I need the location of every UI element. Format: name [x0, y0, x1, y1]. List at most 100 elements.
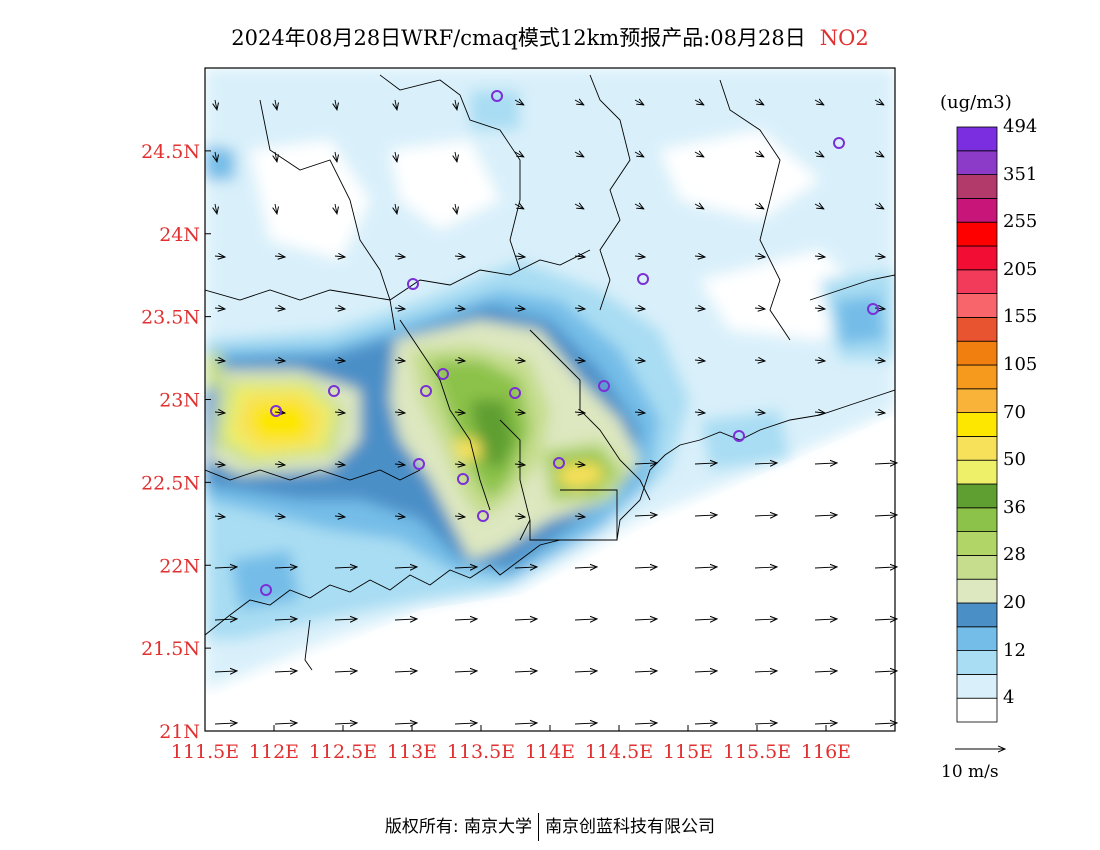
- wind-arrow: [634, 360, 645, 361]
- wind-arrow: [634, 100, 644, 105]
- wind-arrow: [814, 100, 824, 105]
- colorbar-swatch: [956, 150, 998, 176]
- wind-arrow: [394, 412, 405, 413]
- wind-arrow: [394, 360, 405, 361]
- wind-arrow: [334, 619, 357, 620]
- colorbar-swatch: [956, 316, 998, 342]
- colorbar-swatch: [956, 435, 998, 461]
- wind-arrow: [514, 619, 537, 620]
- wind-arrow: [394, 308, 405, 309]
- wind-arrow: [214, 256, 225, 257]
- footer-separator: [538, 813, 540, 841]
- wind-arrow: [634, 463, 657, 464]
- wind-arrow: [754, 619, 777, 620]
- colorbar-swatch: [956, 602, 998, 628]
- colorbar-swatch: [956, 626, 998, 651]
- colorbar-swatch: [956, 412, 998, 437]
- city-marker: [553, 457, 565, 469]
- city-marker: [833, 137, 845, 149]
- city-marker: [867, 303, 879, 315]
- wind-arrow: [694, 204, 704, 209]
- wind-arrow: [215, 99, 217, 110]
- wind-arrow: [634, 619, 657, 620]
- wind-arrow: [214, 360, 225, 361]
- wind-arrow: [814, 515, 837, 516]
- wind-arrow: [874, 515, 897, 516]
- city-marker: [457, 473, 469, 485]
- wind-arrow: [874, 360, 885, 361]
- colorbar-label: 255: [1003, 211, 1038, 233]
- wind-arrow: [634, 256, 645, 257]
- wind-arrow: [214, 671, 237, 672]
- wind-arrow: [394, 256, 405, 257]
- wind-arrow: [274, 360, 285, 361]
- wind-arrow: [395, 203, 397, 214]
- lat-label: 21.5N: [141, 638, 200, 660]
- wind-arrow: [694, 360, 705, 361]
- wind-arrow: [275, 203, 277, 214]
- colorbar-label: 28: [1003, 544, 1026, 566]
- wind-arrow: [574, 619, 597, 620]
- wind-arrow: [694, 619, 717, 620]
- wind-arrow: [814, 567, 837, 568]
- lon-label: 115E: [663, 741, 713, 763]
- wind-arrow: [634, 152, 644, 157]
- footer-left: 版权所有: 南京大学: [384, 817, 533, 837]
- lat-label: 22.5N: [141, 472, 200, 494]
- colorbar-swatch: [956, 340, 998, 366]
- colorbar-swatch: [956, 555, 998, 580]
- wind-arrow: [394, 516, 405, 517]
- wind-arrow: [754, 308, 765, 309]
- colorbar-swatch: [956, 459, 998, 485]
- wind-arrow: [454, 308, 465, 309]
- wind-arrow: [754, 412, 765, 413]
- wind-arrow: [214, 412, 225, 413]
- wind-arrow: [694, 567, 717, 568]
- city-marker: [477, 510, 489, 522]
- wind-arrow: [274, 567, 297, 568]
- wind-arrow: [874, 152, 884, 157]
- colorbar-label: 155: [1003, 306, 1038, 328]
- wind-arrow: [334, 567, 357, 568]
- colorbar-units: (ug/m3): [940, 92, 1012, 113]
- lon-label: 113.5E: [447, 741, 515, 763]
- colorbar-swatch: [956, 174, 998, 199]
- wind-arrow: [574, 308, 585, 309]
- colorbar-label: 351: [1003, 163, 1038, 185]
- wind-arrow: [335, 203, 337, 214]
- wind-arrow: [694, 671, 717, 672]
- wind-arrow: [634, 204, 644, 209]
- wind-arrow: [574, 516, 585, 517]
- wind-arrow: [334, 464, 345, 465]
- wind-arrow: [754, 463, 777, 464]
- wind-arrow: [574, 567, 597, 568]
- lat-label: 23.5N: [141, 307, 200, 329]
- wind-arrow: [514, 723, 537, 724]
- colorbar: [956, 126, 998, 723]
- wind-arrow: [694, 256, 705, 257]
- wind-arrow: [214, 516, 225, 517]
- wind-arrow: [394, 723, 417, 724]
- city-marker: [328, 385, 340, 397]
- reference-vector-label: 10 m/s: [941, 762, 999, 782]
- wind-arrow: [514, 152, 524, 157]
- wind-arrow: [334, 308, 345, 309]
- footer-right: 南京创蓝科技有限公司: [545, 817, 716, 837]
- title-text: 2024年08月28日WRF/cmaq模式12km预报产品:08月28日: [231, 26, 806, 50]
- wind-arrow: [574, 152, 584, 157]
- wind-arrow: [334, 412, 345, 413]
- wind-arrow: [634, 515, 657, 516]
- wind-arrow: [874, 671, 897, 672]
- colorbar-swatch: [956, 674, 998, 699]
- wind-arrow: [274, 308, 285, 309]
- colorbar-swatch: [956, 483, 998, 509]
- colorbar-swatch: [956, 197, 998, 223]
- colorbar-swatch: [956, 531, 998, 556]
- wind-arrow: [334, 360, 345, 361]
- city-marker: [420, 385, 432, 397]
- wind-arrow: [814, 671, 837, 672]
- concentration-field: [205, 68, 895, 731]
- colorbar-swatch: [956, 245, 998, 271]
- wind-arrow: [874, 723, 897, 724]
- wind-vectors: [215, 100, 897, 724]
